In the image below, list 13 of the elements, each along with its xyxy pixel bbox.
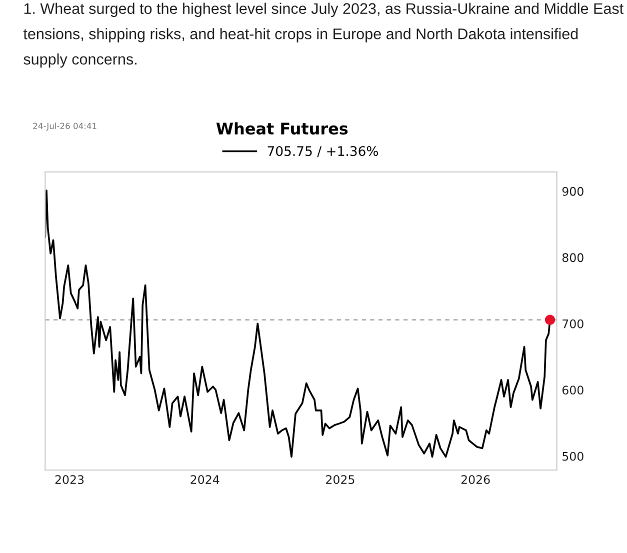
x-tick-label: 2024 [190, 475, 220, 484]
x-tick-label: 2026 [461, 475, 490, 484]
x-tick-label: 2023 [55, 475, 84, 484]
y-tick-label: 700 [562, 319, 584, 328]
y-tick-label: 800 [562, 253, 584, 262]
y-tick-label: 900 [562, 186, 584, 196]
y-tick-label: 500 [562, 452, 584, 461]
chart-title: Wheat Futures [216, 122, 348, 135]
y-tick-label: 600 [562, 386, 584, 395]
text: 24-Jul-26 04:41 [33, 122, 96, 131]
x-tick-label: 2025 [326, 475, 354, 484]
text: 1. Wheat surged to the highest level since July 2023, as Russia-Ukraine and Middle East tensions, shipping risks, and heat-hit crops in Europe and North Dakota intensified supply concerns. [23, 2, 624, 68]
legend-label: 705.75 / +1.36% [268, 146, 378, 158]
